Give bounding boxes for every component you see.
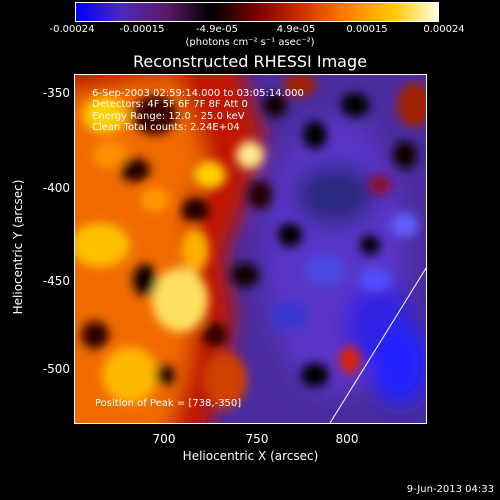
y-tick-label: -400 bbox=[42, 181, 70, 195]
image-title: Reconstructed RHESSI Image bbox=[133, 52, 367, 71]
colorbar-tick: -4.9e-05 bbox=[196, 24, 238, 35]
y-tick-label: -350 bbox=[42, 86, 70, 100]
colorbar-tick: 4.9e-05 bbox=[276, 24, 316, 35]
x-tick-label: 800 bbox=[335, 432, 359, 446]
x-tick-label: 700 bbox=[152, 432, 176, 446]
colorbar-tick: -0.00024 bbox=[49, 24, 95, 35]
y-axis-title: Heliocentric Y (arcsec) bbox=[11, 179, 25, 315]
annotation-energy: Energy Range: 12.0 - 25.0 keV bbox=[92, 111, 245, 122]
rhessi-image bbox=[74, 74, 427, 424]
solar-limb-line bbox=[329, 267, 426, 423]
colorbar-tick: 0.00024 bbox=[423, 24, 465, 35]
annotation-time: 6-Sep-2003 02:59:14.000 to 03:05:14.000 bbox=[92, 88, 304, 99]
colorbar-tick: 0.00015 bbox=[346, 24, 388, 35]
colorbar-tick: -0.00015 bbox=[119, 24, 165, 35]
annotation-detectors: Detectors: 4F 5F 6F 7F 8F Att 0 bbox=[92, 99, 248, 110]
colorbar bbox=[75, 2, 439, 22]
x-tick-label: 750 bbox=[245, 432, 269, 446]
colorbar-tick-labels: -0.00024 -0.00015 -4.9e-05 4.9e-05 0.000… bbox=[0, 24, 500, 38]
peak-position: Position of Peak = [738,-350] bbox=[95, 398, 242, 409]
x-axis-title: Heliocentric X (arcsec) bbox=[182, 449, 319, 463]
y-tick-label: -450 bbox=[42, 274, 70, 288]
annotation-counts: Clean Total counts: 2.24E+04 bbox=[92, 122, 240, 133]
y-tick-label: -500 bbox=[42, 362, 70, 376]
colorbar-units: (photons cm⁻² s⁻¹ asec⁻²) bbox=[185, 37, 315, 48]
rhessi-image-svg bbox=[75, 75, 426, 423]
footer-date: 9-Jun-2013 04:33 bbox=[406, 484, 494, 495]
